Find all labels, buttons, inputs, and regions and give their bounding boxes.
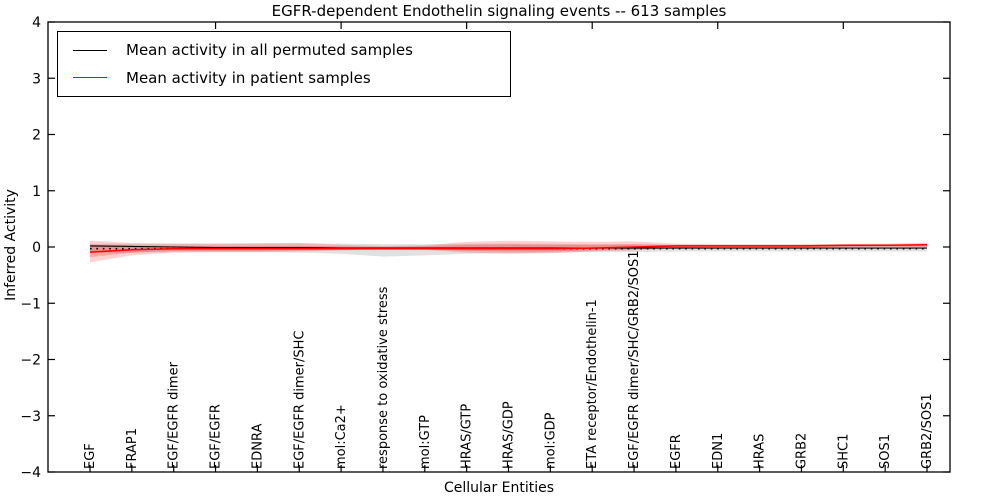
y-tick-label: −2: [20, 353, 41, 369]
y-tick-label: 3: [32, 71, 41, 87]
y-tick-label: 1: [32, 184, 41, 200]
legend-entry-label: Mean activity in all permuted samples: [126, 41, 413, 60]
x-category-label: mol:GDP: [543, 412, 558, 469]
y-tick-label: −1: [20, 296, 41, 312]
x-category-label: SOS1: [878, 434, 893, 469]
x-category-label: HRAS/GTP: [460, 404, 475, 469]
x-category-label: EGFR: [669, 434, 684, 469]
y-axis-label: Inferred Activity: [3, 189, 19, 301]
legend-entry: Mean activity in all permuted samples: [58, 41, 510, 59]
x-category-label: FRAP1: [125, 428, 140, 469]
legend-entry: Mean activity in patient samples: [58, 69, 510, 87]
y-tick-label: 2: [32, 128, 41, 144]
x-category-label: response to oxidative stress: [376, 286, 391, 469]
x-category-label: mol:GTP: [418, 415, 433, 469]
x-category-label: EDN1: [711, 433, 726, 469]
x-category-label: EGF/EGFR dimer/SHC/GRB2/SOS1: [627, 251, 642, 470]
x-axis-label: Cellular Entities: [443, 480, 555, 496]
x-category-label: GRB2/SOS1: [920, 393, 935, 469]
x-category-label: SHC1: [836, 434, 851, 469]
line-patient-mean: [89, 244, 928, 253]
x-category-label: EGF/EGFR dimer: [167, 361, 182, 469]
x-category-label: HRAS: [753, 434, 768, 469]
legend-entry-label: Mean activity in patient samples: [126, 68, 371, 87]
x-category-label: HRAS/GDP: [502, 401, 517, 469]
x-category-label: EGF/EGFR: [209, 404, 224, 469]
legend-line-sample-permuted: [73, 49, 107, 51]
x-category-label: ETA receptor/Endothelin-1: [585, 299, 600, 469]
x-category-label: mol:Ca2+: [334, 404, 349, 469]
x-category-label: EGF: [83, 443, 98, 469]
y-tick-label: −4: [20, 465, 41, 481]
legend-line-sample-patient: [73, 77, 107, 79]
legend: Mean activity in all permuted samples Me…: [57, 31, 511, 97]
y-tick-label: −3: [20, 409, 41, 425]
x-category-label: EGF/EGFR dimer/SHC: [292, 331, 307, 469]
y-tick-label: 0: [32, 240, 41, 256]
x-category-label: EDNRA: [250, 424, 265, 469]
chart-title: EGFR-dependent Endothelin signaling even…: [271, 2, 727, 20]
x-category-label: GRB2: [794, 433, 809, 469]
y-tick-label: 4: [32, 15, 41, 31]
